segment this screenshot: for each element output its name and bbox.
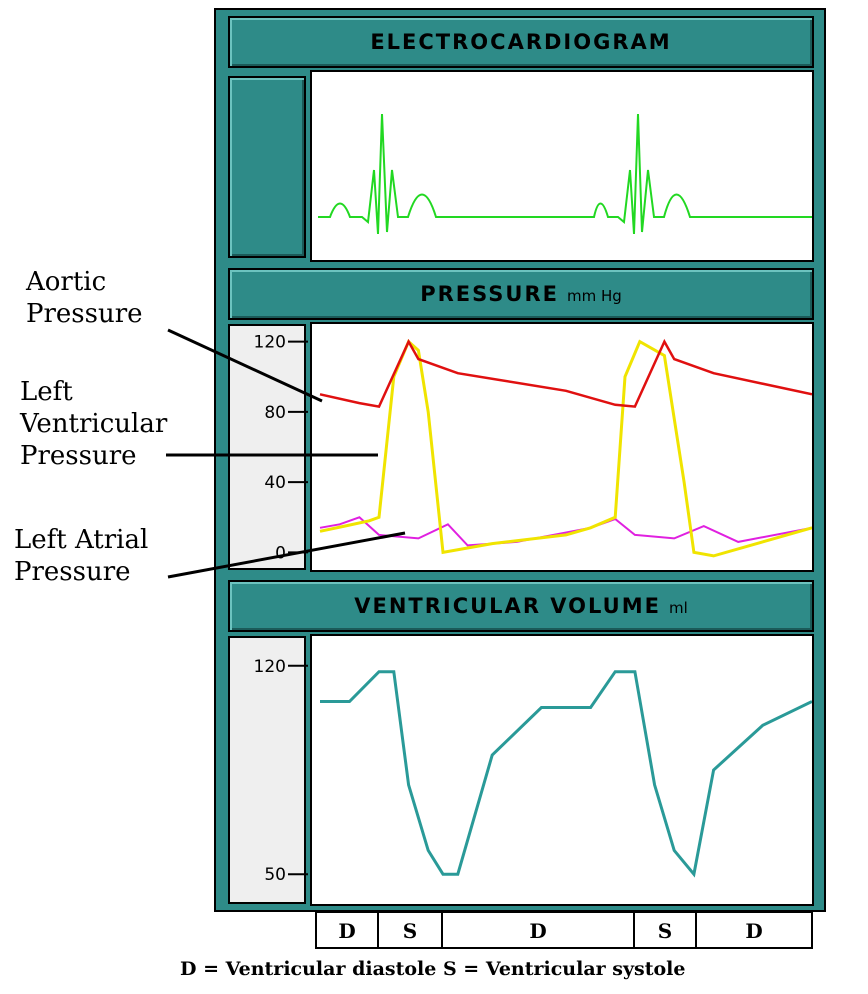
volume-title: VENTRICULAR VOLUME <box>354 594 661 618</box>
phase-s-1: S <box>403 919 417 943</box>
pressure-title: PRESSURE <box>420 282 559 306</box>
phase-legend: D = Ventricular diastole S = Ventricular… <box>180 958 686 980</box>
volume-plot-area <box>310 634 814 906</box>
left-ventricular-pressure-label: Left Ventricular Pressure <box>20 376 167 472</box>
phase-strip-box <box>315 911 813 949</box>
left-ventricular-pressure-line <box>319 339 812 558</box>
volume-axis-box <box>228 636 306 904</box>
ecg-plot-area <box>310 70 814 262</box>
ecg-trace <box>318 113 812 235</box>
pressure-chart <box>319 338 812 558</box>
aortic-label-line1: Aortic <box>26 267 107 297</box>
aortic-label-line2: Pressure <box>26 299 143 329</box>
phase-s-2: S <box>658 919 672 943</box>
phase-d-1: D <box>338 919 355 943</box>
lv-label-line3: Pressure <box>20 441 137 471</box>
lv-label-line1: Left <box>20 377 73 407</box>
ecg-chart <box>318 113 812 235</box>
ecg-side-box <box>228 76 306 258</box>
aortic-pressure-label: Aortic Pressure <box>26 266 143 330</box>
phase-d-2: D <box>529 919 546 943</box>
phase-d-3: D <box>745 919 762 943</box>
left-atrial-pressure-line <box>319 516 812 547</box>
volume-unit: ml <box>668 599 688 617</box>
pressure-unit: mm Hg <box>566 287 622 305</box>
ecg-title-bar: ELECTROCARDIOGRAM <box>228 16 814 68</box>
aortic-pressure-line <box>319 338 812 409</box>
ecg-title: ELECTROCARDIOGRAM <box>370 30 672 54</box>
left-atrial-pressure-label: Left Atrial Pressure <box>14 524 148 588</box>
la-label-line1: Left Atrial <box>14 525 149 555</box>
pressure-axis-box <box>228 324 306 570</box>
lv-label-line2: Ventricular <box>20 409 168 439</box>
pressure-plot-area <box>310 322 814 572</box>
la-label-line2: Pressure <box>14 557 131 587</box>
pressure-title-bar: PRESSURE mm Hg <box>228 268 814 320</box>
ventricular-volume-line <box>320 670 812 878</box>
volume-chart <box>320 670 812 878</box>
volume-title-bar: VENTRICULAR VOLUME ml <box>228 580 814 632</box>
